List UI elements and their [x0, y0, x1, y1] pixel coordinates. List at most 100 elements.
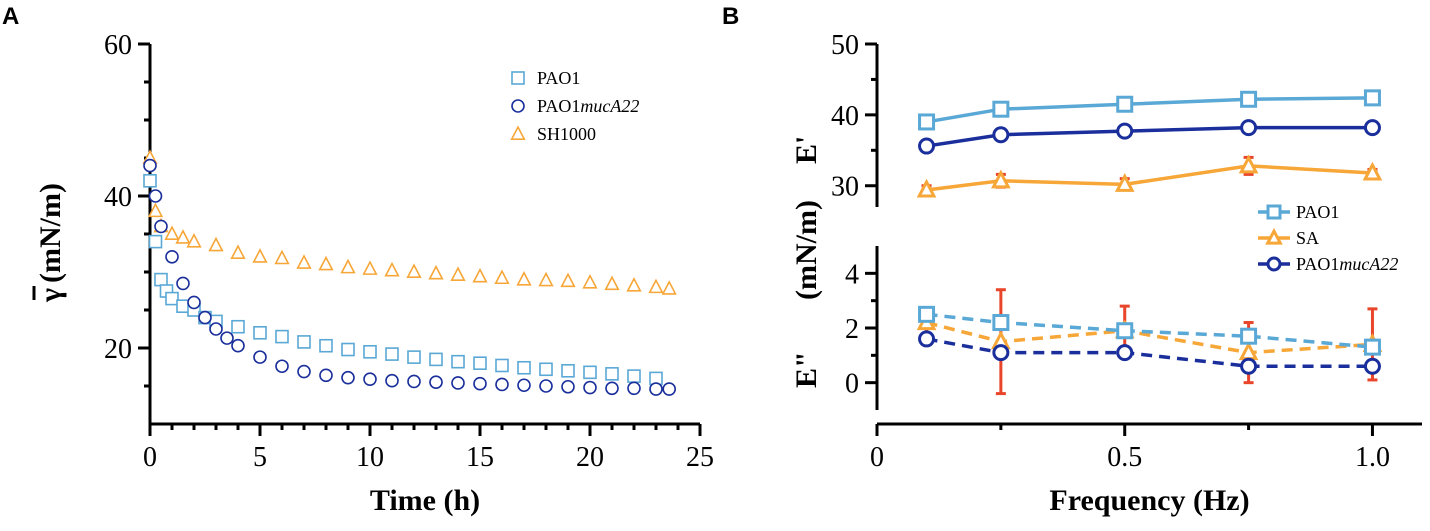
panel-a-point	[341, 370, 355, 385]
panel-a-point	[604, 275, 620, 291]
panel-a-point	[428, 264, 444, 280]
panel-b-legend-label-name: SA	[1296, 228, 1319, 248]
panel-b-lower-point	[992, 314, 1010, 332]
panel-b-letter: B	[722, 3, 739, 30]
panel-a-point	[605, 381, 619, 396]
panel-a-point	[451, 376, 465, 390]
panel-a-point	[274, 249, 290, 265]
panel-a-point	[516, 270, 532, 286]
panel-b-y-axis-title: E" (mN/m) E'	[790, 136, 823, 388]
panel-b-x-tick-label: 1.0	[1355, 442, 1390, 473]
panel-a-point	[363, 372, 377, 386]
panel-a-point	[472, 267, 488, 283]
panel-a-point	[627, 381, 641, 396]
panel-b-legend-marker	[1266, 256, 1282, 272]
panel-a-point	[186, 232, 202, 248]
panel-a-point	[385, 373, 399, 388]
panel-a-point	[451, 354, 465, 369]
panel-a-point	[407, 374, 421, 389]
panel-a-point	[661, 280, 677, 295]
panel-a-point	[319, 338, 333, 353]
panel-b-legend-marker	[1265, 227, 1283, 245]
panel-a-x-tick-label: 25	[686, 442, 714, 473]
panel-a-series-PAO1mucA22	[143, 158, 677, 396]
panel-a-point	[253, 325, 267, 340]
panel-a-point	[176, 299, 190, 314]
panel-b-lower-series-PAO1	[918, 305, 1381, 356]
panel-a-legend-label-strain: mucA22	[580, 96, 639, 116]
panel-a-point	[187, 295, 201, 310]
panel-b-lower-point	[1240, 327, 1258, 345]
panel-a-point	[154, 272, 168, 287]
panel-b-legend-label-strain: mucA22	[1339, 254, 1398, 274]
panel-a-point	[473, 376, 487, 391]
panel-a-y-axis-symbol: γ	[34, 288, 67, 303]
panel-a-point	[209, 322, 223, 336]
panel-b-upper-point	[1116, 95, 1134, 113]
panel-a-y-tick-label: 60	[104, 30, 132, 61]
panel-b-lower-point	[1240, 357, 1258, 375]
panel-b-upper-point	[1238, 154, 1259, 174]
panel-a-series-SH1000	[142, 149, 677, 295]
panel-a-point	[429, 352, 443, 367]
panel-b-upper-y-tick-label: 50	[831, 30, 859, 61]
panel-a-letter: A	[2, 3, 19, 30]
panel-a-point	[362, 260, 378, 275]
panel-a-point	[296, 254, 312, 269]
panel-b-upper-point	[1362, 161, 1383, 181]
panel-a-y-tick-label: 40	[104, 182, 132, 213]
panel-b-lower-y-tick-label: 2	[845, 314, 859, 345]
panel-b-lower-point	[992, 344, 1010, 362]
panel-b-upper-point	[1363, 89, 1381, 107]
panel-a-point	[662, 382, 677, 396]
panel-b-upper-y-tick-label: 30	[831, 172, 859, 203]
panel-a-point	[583, 380, 597, 395]
panel-b-upper-point	[916, 178, 937, 198]
panel-a-point	[384, 261, 400, 277]
panel-b-y-axis-lower-quantity: E"	[790, 351, 823, 388]
panel-b-lower-point	[1238, 341, 1259, 361]
panel-a-point	[560, 272, 576, 288]
panel-a-point	[517, 360, 531, 375]
panel-a-series-PAO1	[143, 174, 663, 386]
panel-a-legend-label: PAO1mucA22	[537, 96, 639, 116]
panel-a-x-tick-label: 15	[466, 442, 494, 473]
panel-a-point	[318, 255, 334, 271]
panel-a-point	[148, 189, 163, 203]
panel-a-point	[363, 344, 377, 359]
panel-a-point	[517, 378, 531, 393]
panel-b-legend-marker	[1266, 204, 1282, 220]
panel-a-point	[494, 269, 510, 285]
panel-b-lower-point	[1116, 344, 1134, 362]
panel-b-lower-y-tick-label: 0	[845, 369, 859, 400]
panel-a-point	[230, 244, 246, 259]
panel-b-upper-series-SA	[916, 154, 1383, 198]
panel-b-legend-label-name: PAO1	[1296, 202, 1339, 222]
panel-b-lower-y-tick-label: 4	[845, 259, 859, 290]
panel-a-point	[148, 234, 163, 249]
panel-b-upper-series-PAO1mucA22	[918, 119, 1381, 155]
panel-b-upper-point	[918, 113, 936, 131]
panel-b-upper-point	[918, 137, 936, 155]
panel-a-point	[319, 368, 333, 383]
panel-a-x-tick-label: 5	[253, 442, 267, 473]
panel-a-point	[582, 274, 598, 289]
panel-a-point	[143, 158, 157, 173]
panel-b-upper-point	[992, 100, 1010, 118]
panel-a-point	[473, 356, 487, 371]
panel-a-point	[143, 174, 157, 188]
panel-a-point	[252, 248, 268, 263]
panel-a-legend-label: PAO1	[537, 68, 580, 88]
panel-b-upper-series-PAO1	[918, 89, 1381, 131]
panel-a-point	[407, 350, 421, 364]
panel-a-legend-marker	[510, 125, 526, 140]
panel-b-y-axis-upper-quantity: E'	[790, 136, 823, 164]
panel-a-legend-label-name: PAO1	[537, 68, 580, 88]
panel-a-point	[538, 271, 554, 287]
panel-a-point	[605, 367, 619, 381]
panel-a-point	[231, 338, 245, 353]
